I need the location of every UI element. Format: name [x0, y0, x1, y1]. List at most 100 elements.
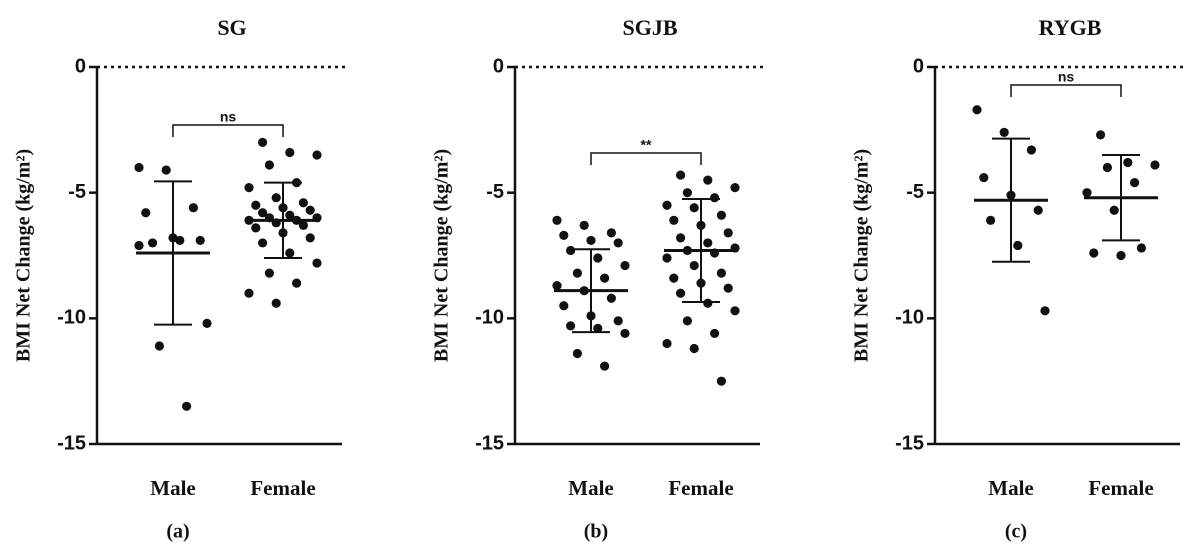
data-point: [986, 215, 996, 225]
data-point: [689, 260, 699, 271]
data-point: [285, 210, 295, 220]
data-point: [662, 253, 672, 263]
data-point: [606, 228, 617, 238]
data-point: [188, 203, 198, 213]
y-tick-label: -5: [68, 181, 86, 203]
data-point: [298, 220, 308, 230]
data-point: [258, 208, 268, 218]
panel-label: (a): [166, 521, 189, 543]
x-tick-label: Female: [668, 476, 733, 500]
data-point: [195, 235, 205, 246]
chart-title: RYGB: [1039, 15, 1102, 40]
data-point: [979, 172, 989, 183]
x-tick-label: Male: [568, 476, 613, 500]
chart-title: SGJB: [622, 15, 677, 40]
data-point: [593, 323, 603, 333]
data-point: [154, 341, 164, 351]
panel-label: (b): [584, 521, 608, 543]
data-point: [175, 235, 185, 246]
data-point: [710, 193, 720, 203]
data-point: [244, 288, 254, 298]
data-point: [716, 268, 727, 278]
data-point: [1123, 157, 1133, 168]
data-point: [559, 230, 569, 240]
data-point: [292, 278, 302, 288]
data-point: [305, 205, 315, 215]
data-point: [1102, 162, 1112, 173]
y-tick-label: -10: [895, 307, 924, 329]
data-point: [141, 208, 151, 218]
data-point: [600, 273, 610, 283]
data-point: [620, 328, 630, 339]
data-point: [620, 260, 630, 271]
y-tick-label: 0: [493, 55, 504, 77]
y-tick-label: -5: [906, 181, 924, 203]
data-point: [1136, 243, 1146, 253]
data-point: [723, 283, 733, 293]
data-point: [723, 228, 733, 238]
data-point: [669, 273, 679, 283]
data-point: [182, 401, 192, 411]
data-point: [1026, 145, 1036, 155]
y-axis-label: BMI Net Change (kg/m²): [851, 149, 873, 362]
data-point: [703, 238, 713, 248]
y-axis-label: BMI Net Change (kg/m²): [431, 149, 453, 362]
data-point: [285, 147, 295, 158]
data-point: [1130, 178, 1140, 188]
chart-title: SG: [217, 15, 246, 40]
data-point: [1040, 306, 1050, 316]
data-point: [134, 162, 144, 173]
data-point: [1082, 188, 1092, 198]
data-point: [689, 203, 699, 213]
data-point: [1116, 250, 1126, 261]
data-point: [572, 348, 583, 359]
data-point: [148, 238, 158, 248]
data-point: [593, 253, 603, 263]
data-point: [999, 127, 1009, 137]
significance-label: ns: [1058, 69, 1075, 85]
data-point: [669, 215, 679, 225]
data-point: [264, 160, 274, 170]
significance-label: **: [641, 137, 652, 153]
x-tick-label: Female: [1088, 476, 1153, 500]
y-tick-label: -10: [475, 307, 504, 329]
data-point: [676, 288, 686, 298]
data-point: [682, 188, 693, 198]
data-point: [1096, 130, 1106, 140]
data-point: [1089, 248, 1099, 258]
data-point: [258, 238, 268, 248]
data-point: [312, 150, 322, 160]
significance-bracket: [1010, 84, 1122, 97]
y-tick-label: -5: [486, 181, 504, 203]
data-point: [1150, 160, 1160, 170]
data-point: [305, 233, 315, 243]
data-point: [559, 301, 569, 311]
data-point: [1033, 205, 1043, 215]
data-point: [662, 338, 672, 349]
y-axis-label: BMI Net Change (kg/m²): [13, 149, 35, 362]
data-point: [600, 361, 610, 371]
data-point: [613, 316, 623, 326]
data-point: [566, 245, 576, 256]
data-point: [566, 321, 576, 331]
data-point: [676, 233, 686, 243]
data-point: [258, 137, 268, 147]
x-tick-label: Male: [988, 476, 1033, 500]
data-point: [586, 235, 596, 246]
data-point: [662, 200, 672, 210]
y-tick-label: -15: [475, 432, 504, 454]
y-tick-label: -10: [57, 307, 86, 329]
data-point: [682, 316, 693, 326]
data-point: [689, 343, 699, 354]
x-tick-label: Male: [150, 476, 195, 500]
y-tick-label: 0: [913, 55, 924, 77]
data-point: [312, 258, 322, 268]
data-point: [552, 215, 562, 225]
data-point: [1013, 240, 1023, 251]
y-tick-label: -15: [895, 432, 924, 454]
data-point: [552, 281, 562, 291]
data-point: [251, 200, 261, 210]
data-point: [1109, 205, 1119, 215]
significance-label: ns: [220, 109, 237, 125]
